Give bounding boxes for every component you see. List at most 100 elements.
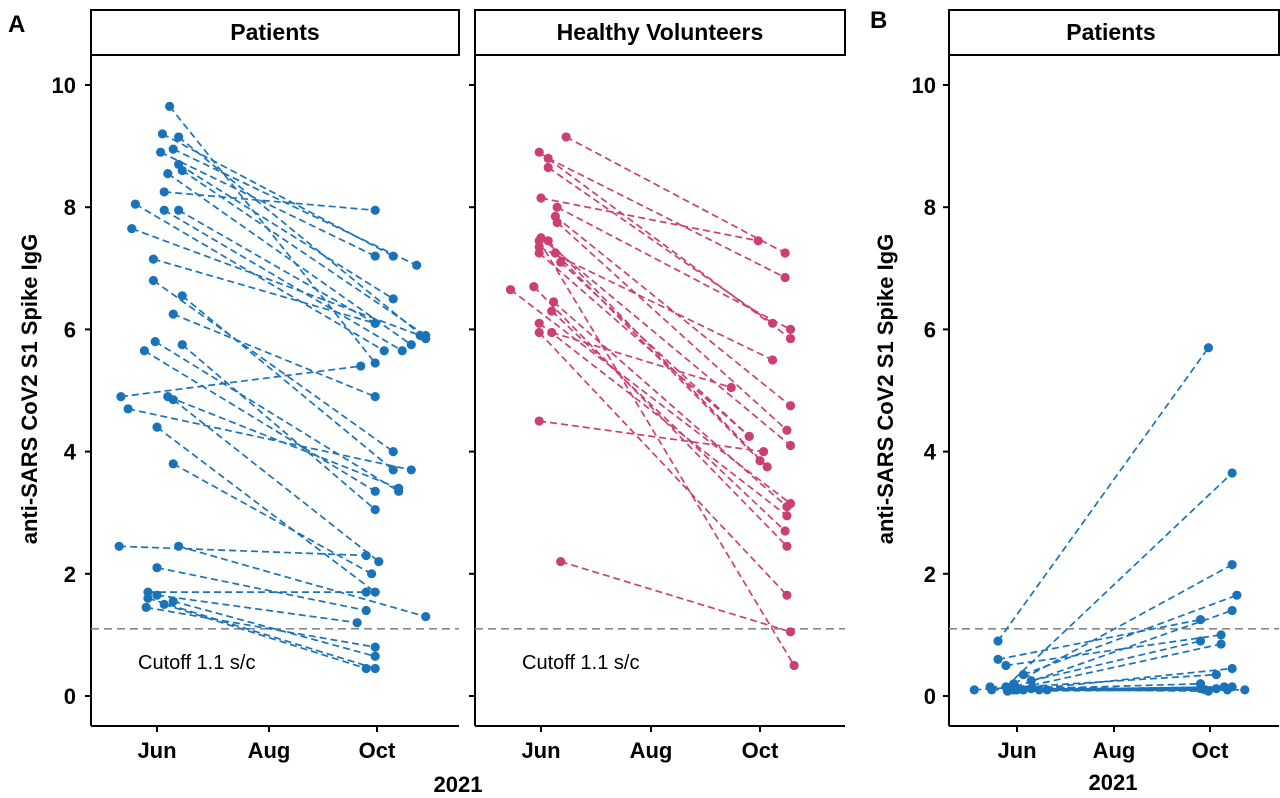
strip-patients-a: Patients [90, 9, 460, 56]
series-line [540, 197, 759, 242]
series-line [172, 148, 418, 267]
data-point [780, 526, 790, 536]
data-point [534, 236, 544, 246]
data-point [1216, 639, 1226, 649]
y-tick-label: 4 [64, 440, 77, 465]
data-point [1227, 560, 1237, 570]
series-line [1023, 594, 1238, 676]
data-point [415, 330, 425, 341]
strip-label-patients-a: Patients [230, 19, 319, 45]
y-tick-label: 8 [64, 195, 76, 220]
data-point [174, 541, 184, 551]
series-line [146, 606, 376, 648]
data-point [406, 340, 416, 350]
data-point [534, 248, 544, 258]
series-line [127, 407, 412, 471]
data-point [1026, 684, 1036, 694]
series-line [119, 545, 367, 557]
data-point [114, 541, 124, 551]
series-line [1015, 609, 1233, 688]
series-line [156, 566, 367, 612]
y-tick-label: 0 [924, 684, 936, 709]
data-point [529, 282, 539, 292]
data-point [1195, 636, 1206, 646]
series-line [147, 597, 376, 670]
data-point [152, 563, 162, 573]
data-point [985, 682, 995, 692]
data-point [370, 486, 380, 496]
data-point [374, 556, 384, 567]
data-point [767, 355, 778, 365]
data-point [370, 205, 380, 215]
data-point [755, 456, 765, 466]
data-point [116, 392, 126, 402]
data-point [370, 651, 380, 661]
series-line [538, 151, 792, 340]
data-point [366, 569, 377, 579]
data-point [412, 260, 422, 270]
data-point [388, 447, 398, 457]
series-line [181, 295, 394, 471]
data-point [547, 306, 557, 316]
y-axis-title-b: anti-SARS CoV2 S1 Spike IgG [873, 234, 898, 545]
series-line [556, 206, 791, 331]
x-tick-label: Oct [742, 738, 779, 763]
data-point [785, 333, 796, 344]
series-line [538, 252, 750, 437]
data-point [782, 511, 792, 521]
data-point [993, 654, 1003, 664]
strip-patients-b: Patients [948, 9, 1280, 56]
x-tick-label: Jun [521, 738, 560, 763]
data-point [1195, 684, 1206, 694]
series-line [560, 261, 750, 437]
data-point [1211, 670, 1221, 680]
data-point [150, 337, 160, 347]
data-point [361, 663, 371, 674]
data-point [561, 132, 571, 142]
y-tick-label: 0 [64, 684, 76, 709]
data-point [1001, 660, 1011, 671]
data-point [1009, 685, 1019, 695]
series-line [172, 313, 376, 398]
data-point [1026, 676, 1036, 686]
data-point [726, 382, 736, 393]
series-line [163, 209, 403, 352]
data-point [534, 327, 544, 338]
data-point [782, 590, 792, 600]
data-point [157, 129, 168, 139]
data-point [534, 318, 544, 328]
x-axis-title-a: 2021 [434, 772, 483, 797]
data-point [388, 294, 398, 304]
data-point [361, 605, 371, 616]
series-line [160, 151, 376, 257]
y-axis-title-a: anti-SARS CoV2 S1 Spike IgG [17, 234, 42, 545]
y-tick-label: 10 [52, 73, 76, 98]
data-point [177, 340, 187, 350]
series-line [181, 344, 376, 511]
series-line [173, 600, 376, 658]
panel-patients-b: 0 2 4 6 8 10 Jun Aug Oct [912, 56, 1279, 763]
data-point [543, 236, 553, 246]
data-point [159, 187, 169, 197]
x-tick-label: Oct [1192, 738, 1229, 763]
data-point [1227, 682, 1237, 692]
data-point [543, 162, 553, 173]
data-point [177, 165, 187, 176]
data-point [548, 297, 559, 307]
x-tick-label: Jun [137, 738, 176, 763]
series-line [997, 347, 1210, 642]
data-point [758, 447, 769, 457]
series-line [152, 279, 394, 453]
x-tick-label: Aug [248, 738, 291, 763]
data-point [534, 147, 544, 157]
y-tick-label: 6 [924, 317, 936, 342]
series-line [538, 331, 788, 596]
data-point [552, 202, 562, 212]
data-point [156, 147, 166, 157]
series-line [551, 310, 786, 532]
data-point [556, 556, 566, 567]
series-line [134, 203, 385, 352]
data-point [370, 505, 380, 515]
data-point [370, 587, 380, 597]
